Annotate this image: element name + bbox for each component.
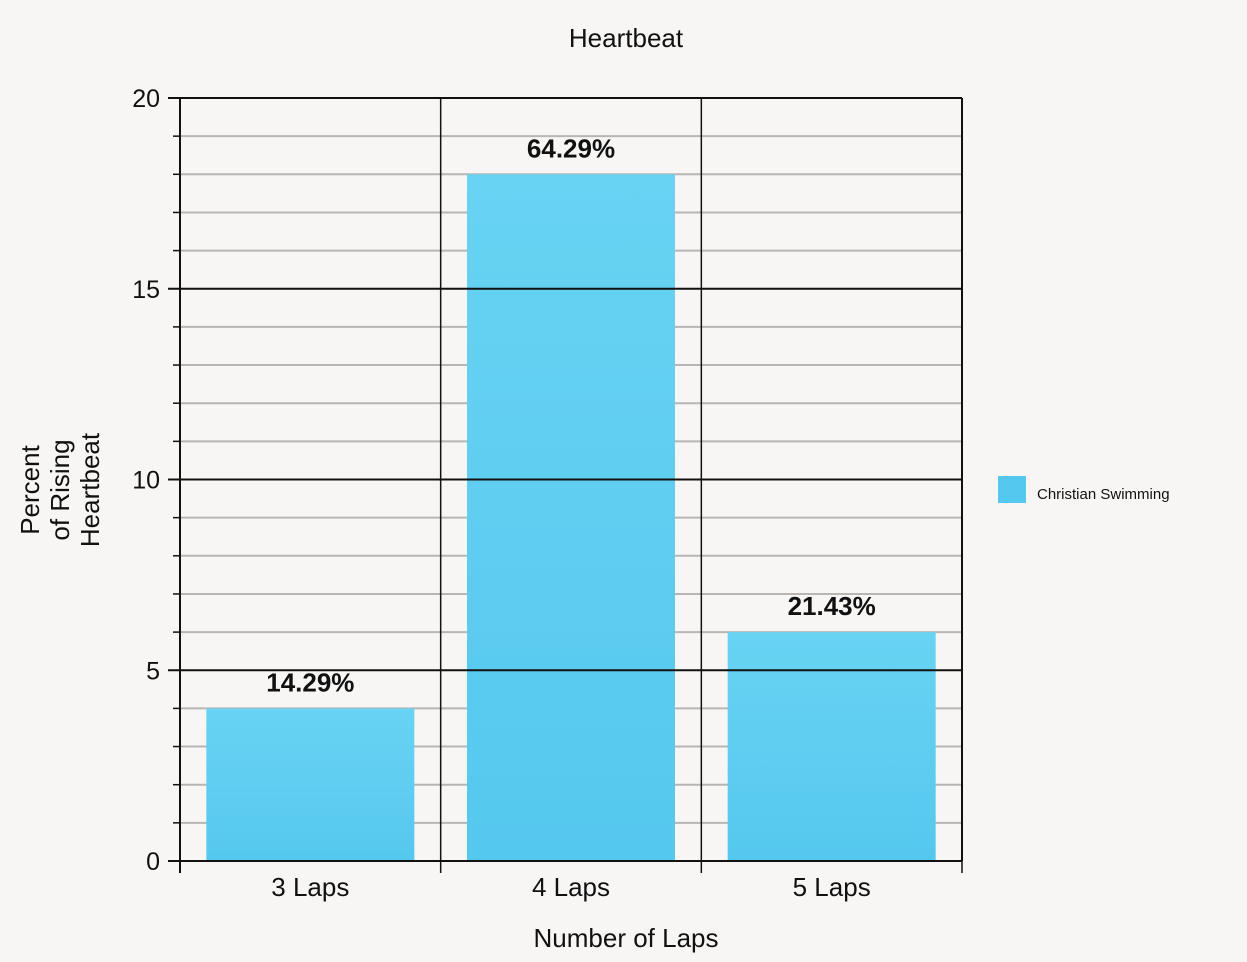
data-label: 21.43% [788,591,876,621]
x-tick-label: 4 Laps [532,872,610,902]
y-tick-label: 15 [132,276,160,304]
y-tick-label: 20 [132,85,160,113]
y-axis-label: Percent of Rising Heartbeat [15,432,105,547]
legend-swatch [998,476,1026,503]
bar [727,632,936,861]
y-tick-label: 10 [132,467,160,495]
y-tick-label: 0 [146,848,160,876]
y-axis-label-line-3: Heartbeat [75,432,105,547]
chart-title: Heartbeat [569,23,684,53]
y-axis-label-line-2: of Rising [45,439,75,540]
data-label: 14.29% [266,667,354,697]
x-axis-label: Number of Laps [534,923,719,953]
y-tick-label: 5 [146,657,160,685]
bar [206,708,415,861]
legend: Christian Swimming [998,476,1170,503]
plot-area: 14.29% 3 Laps 64.29% 4 Laps 21.43% 5 Laps 0 5 10… [132,85,963,902]
x-tick-label: 3 Laps [271,872,349,902]
y-axis-label-line-1: Percent [15,444,45,534]
bar [467,174,675,862]
legend-label: Christian Swimming [1037,486,1170,503]
x-tick-label: 5 Laps [793,872,871,902]
data-label: 64.29% [527,133,615,163]
